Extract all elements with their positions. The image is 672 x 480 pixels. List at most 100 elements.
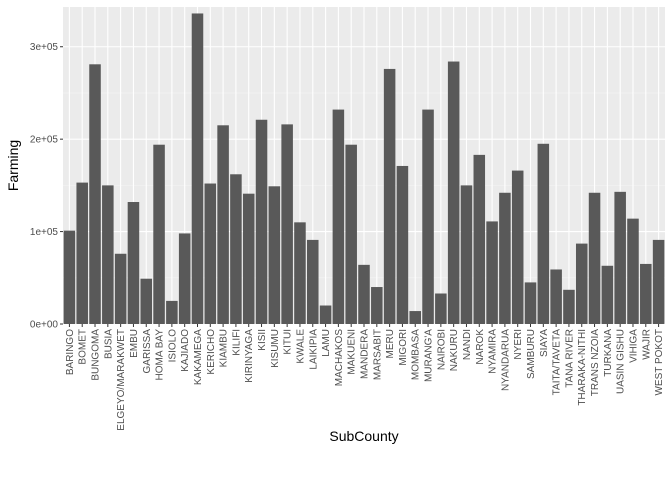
x-tick-label: THARAKA-NITHI: [577, 329, 588, 406]
bar: [140, 278, 153, 324]
bar: [550, 269, 562, 324]
bar: [242, 193, 255, 324]
bar: [89, 64, 101, 324]
y-tick-label: 1e+05: [30, 227, 59, 238]
x-tick-label: BUNGOMA: [91, 329, 102, 381]
x-tick-label: GARISSA: [142, 329, 153, 374]
bar: [460, 185, 473, 324]
x-tick-label: KERICHO: [206, 329, 217, 375]
bar: [166, 300, 178, 324]
bar: [601, 265, 614, 324]
bar: [563, 289, 575, 324]
x-tick-label: MIGORI: [398, 329, 409, 366]
x-tick-label: VIHIGA: [628, 329, 639, 363]
x-tick-label: NYANDARUA: [500, 329, 511, 391]
y-tick-label: 3e+05: [30, 42, 59, 53]
x-tick-label: LAMU: [321, 329, 332, 357]
bar: [127, 202, 140, 324]
x-tick-label: MOMBASA: [411, 329, 422, 380]
x-tick-label: ELGEYO/MARAKWET: [116, 329, 127, 431]
x-tick-label: KIRINYAGA: [244, 329, 255, 383]
y-tick-label: 2e+05: [30, 135, 59, 146]
bar: [396, 165, 409, 324]
bar: [307, 239, 319, 324]
bar: [114, 253, 127, 324]
x-tick-label: KIAMBU: [219, 329, 230, 367]
x-tick-label: MANDERA: [360, 329, 371, 379]
x-tick-label: KWALE: [295, 329, 306, 364]
x-tick-label: WAJIR: [641, 329, 652, 360]
bar: [409, 311, 421, 324]
bar: [652, 239, 665, 324]
bar: [627, 218, 639, 324]
bar: [191, 13, 204, 324]
bar: [268, 186, 281, 324]
x-tick-label: MAKUENI: [347, 329, 358, 375]
bar: [640, 263, 652, 324]
bar: [486, 221, 498, 324]
x-axis-title: SubCounty: [329, 428, 398, 444]
x-tick-label: BUSIA: [103, 329, 114, 359]
bar: [178, 233, 191, 324]
x-tick-label: NYAMIRA: [488, 329, 499, 374]
bar: [76, 182, 88, 324]
x-tick-label: KAJIADO: [180, 329, 191, 372]
x-tick-label: KISUMU: [270, 329, 281, 368]
x-tick-label: NAIROBI: [436, 329, 447, 370]
bar: [537, 143, 550, 324]
x-tick-label: MACHAKOS: [334, 329, 345, 387]
bar: [332, 109, 345, 325]
x-tick-label: EMBU: [129, 329, 140, 358]
bar: [358, 264, 370, 324]
bar: [614, 191, 626, 324]
x-tick-label: TAITA/TAVETA: [552, 329, 563, 396]
x-tick-label: HOMA BAY: [155, 329, 166, 381]
y-tick-label: 0e+00: [30, 320, 59, 331]
x-tick-label: KITUI: [283, 329, 294, 355]
bar: [435, 293, 447, 324]
bar: [383, 68, 396, 324]
bar: [294, 222, 306, 324]
bar: [230, 174, 242, 324]
x-tick-label: TANA RIVER: [564, 329, 575, 388]
y-axis-ticks: 0e+00 1e+05 2e+05 3e+05: [30, 42, 63, 331]
bar: [422, 109, 434, 325]
x-axis-ticks: BARINGO BOMET BUNGOMA BUSIA ELGEYO/MARAKWET E…: [65, 324, 665, 431]
bar: [473, 154, 486, 324]
bar: [102, 185, 114, 324]
x-tick-label: NAROK: [475, 329, 486, 365]
bar: [153, 144, 165, 324]
x-tick-label: MURANG'A: [424, 329, 435, 382]
x-tick-label: SAMBURU: [526, 329, 537, 379]
x-tick-label: TRANS NZOIA: [590, 329, 601, 397]
bar: [371, 287, 383, 324]
bar: [281, 124, 293, 325]
x-tick-label: KAKAMEGA: [193, 329, 204, 385]
y-axis-title: Farming: [5, 140, 21, 191]
bar: [204, 183, 217, 324]
bar: [524, 282, 537, 324]
x-tick-label: WEST POKOT: [654, 329, 665, 396]
bars: [63, 13, 665, 325]
bar: [575, 243, 588, 324]
x-tick-label: MERU: [385, 329, 396, 358]
x-tick-label: SIAYA: [539, 329, 550, 357]
bar: [319, 305, 332, 324]
x-tick-label: MARSABIT: [372, 329, 383, 380]
bar: [217, 125, 229, 324]
x-tick-label: KILIFI: [231, 329, 242, 356]
x-tick-label: LAIKIPIA: [308, 329, 319, 370]
x-tick-label: NAKURU: [449, 329, 460, 371]
x-tick-label: NANDI: [462, 329, 473, 360]
x-tick-label: BOMET: [78, 329, 89, 365]
x-tick-label: ISIOLO: [167, 329, 178, 363]
x-tick-label: UASIN GISHU: [616, 329, 627, 394]
x-tick-label: TURKANA: [603, 329, 614, 377]
bar: [499, 192, 511, 324]
bar: [447, 61, 460, 324]
x-tick-label: BARINGO: [65, 329, 76, 375]
x-tick-label: NYERI: [513, 329, 524, 360]
x-tick-label: KISII: [257, 329, 268, 351]
bar: [63, 230, 76, 324]
